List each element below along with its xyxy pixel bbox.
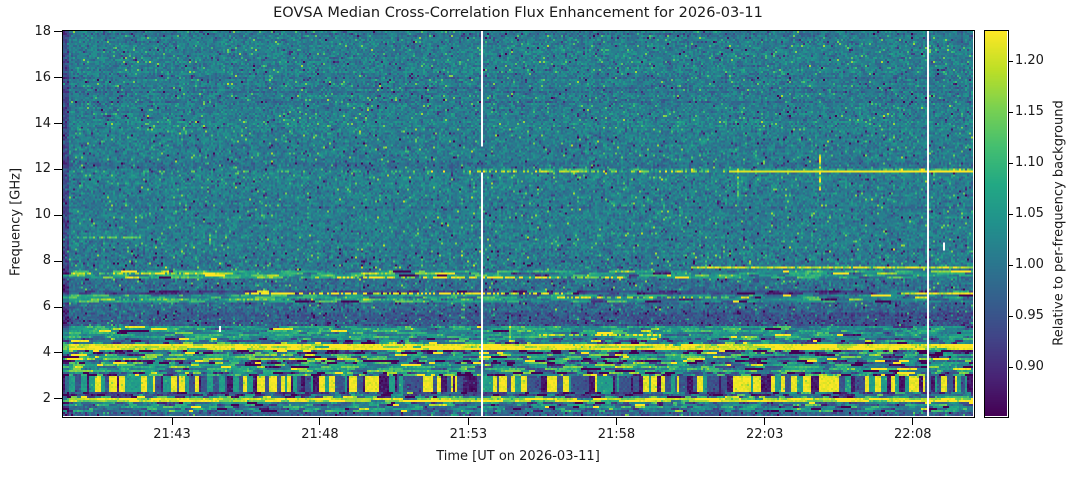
- x-tick-label: 22:08: [894, 427, 932, 442]
- y-tick-label: 2: [42, 390, 51, 406]
- colorbar-label: Relative to per-frequency background: [1051, 100, 1067, 346]
- y-tick-label: 16: [34, 69, 51, 85]
- y-tick-label: 12: [34, 161, 51, 177]
- y-tick-mark: [54, 77, 62, 79]
- x-tick-mark: [319, 417, 321, 425]
- y-tick-mark: [54, 168, 62, 170]
- x-tick-mark: [912, 417, 914, 425]
- colorbar-tick-label: 0.95: [1015, 307, 1044, 323]
- colorbar-tick-mark: [1008, 264, 1013, 266]
- colorbar-tick-mark: [1008, 315, 1013, 317]
- x-tick-mark: [764, 417, 766, 425]
- x-tick-label: 21:43: [153, 427, 191, 442]
- colorbar-tick-mark: [1008, 213, 1013, 215]
- colorbar-tick-mark: [1008, 60, 1013, 62]
- x-tick-mark: [171, 417, 173, 425]
- colorbar-tick-label: 1.00: [1015, 256, 1044, 272]
- y-tick-mark: [54, 260, 62, 262]
- colorbar-gradient: [985, 31, 1007, 416]
- colorbar-tick-label: 1.10: [1015, 154, 1044, 170]
- colorbar-tick-mark: [1008, 111, 1013, 113]
- colorbar-tick-mark: [1008, 162, 1013, 164]
- y-tick-label: 18: [34, 23, 51, 39]
- chart-title: EOVSA Median Cross-Correlation Flux Enha…: [273, 5, 763, 21]
- y-tick-mark: [54, 398, 62, 400]
- x-tick-mark: [467, 417, 469, 425]
- colorbar-tick-label: 1.20: [1015, 52, 1044, 68]
- colorbar-tick-label: 0.90: [1015, 358, 1044, 374]
- colorbar-tick-label: 1.15: [1015, 103, 1044, 119]
- x-axis-label: Time [UT on 2026-03-11]: [436, 449, 600, 464]
- colorbar-tick-mark: [1008, 366, 1013, 368]
- y-tick-mark: [54, 352, 62, 354]
- colorbar-tick-label: 1.05: [1015, 205, 1044, 221]
- y-tick-mark: [54, 123, 62, 125]
- y-tick-label: 14: [34, 115, 51, 131]
- y-tick-mark: [54, 214, 62, 216]
- x-tick-mark: [615, 417, 617, 425]
- y-tick-label: 8: [42, 253, 51, 269]
- y-tick-mark: [54, 31, 62, 33]
- y-tick-label: 4: [42, 344, 51, 360]
- x-tick-label: 21:53: [449, 427, 488, 442]
- spectrogram-heatmap: [63, 31, 973, 416]
- y-tick-label: 10: [34, 207, 51, 223]
- x-tick-label: 21:48: [301, 427, 339, 442]
- y-tick-mark: [54, 306, 62, 308]
- x-tick-label: 21:58: [597, 427, 636, 442]
- x-tick-label: 22:03: [745, 427, 784, 442]
- y-tick-label: 6: [42, 299, 51, 315]
